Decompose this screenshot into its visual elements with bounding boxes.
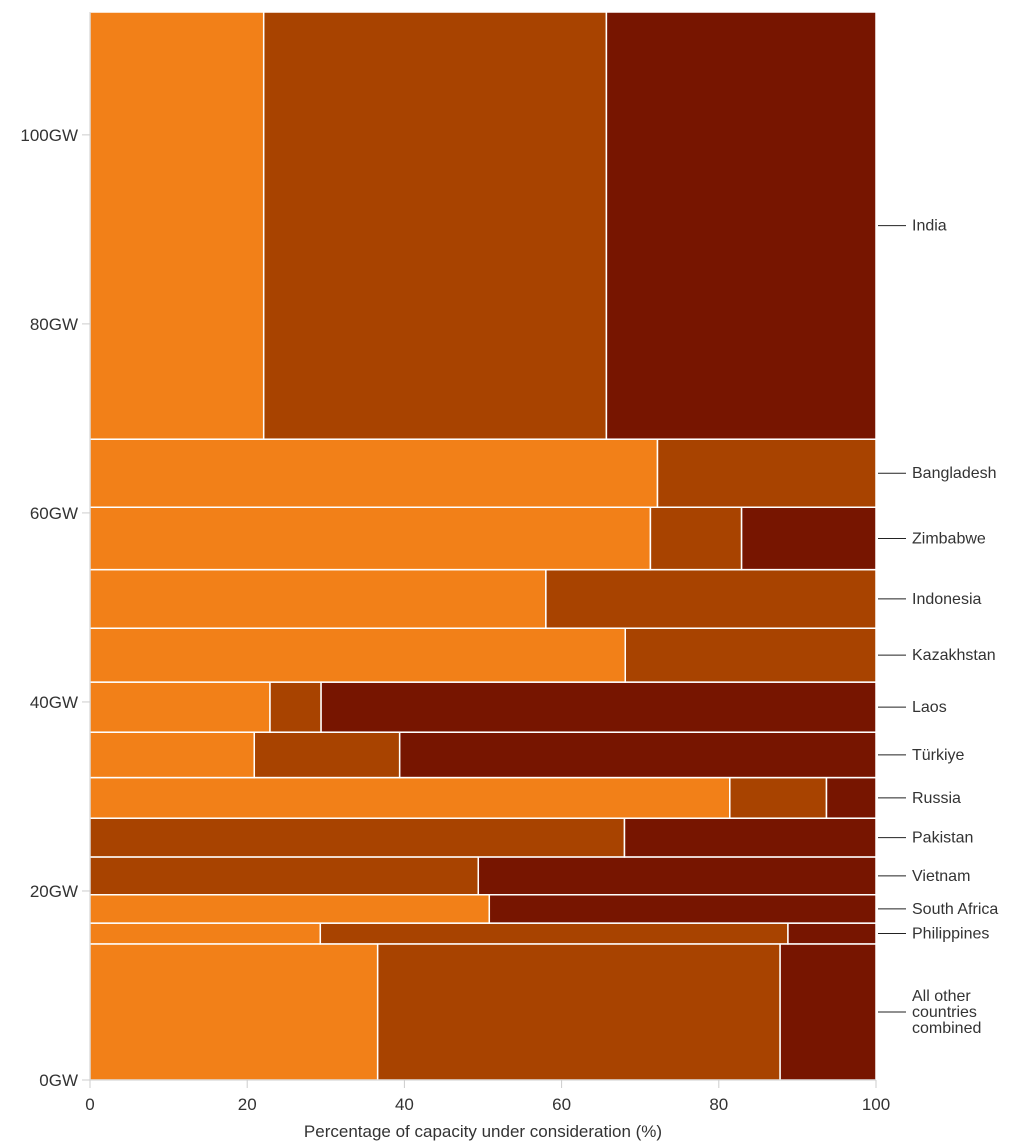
country-label: Bangladesh (912, 465, 997, 482)
bar-segment (545, 568, 877, 629)
country-label-line: Russia (912, 790, 961, 807)
country-label: Russia (912, 790, 961, 807)
bar-segment (89, 568, 547, 629)
y-axis-ticks: 0GW 20GW 40GW 60GW 80GW 100GW (20, 126, 90, 1090)
country-label: Vietnam (912, 868, 970, 885)
bars-group (89, 11, 877, 1081)
x-axis-ticks: 0 20 40 60 80 100 (85, 1080, 890, 1114)
country-label-line: India (912, 218, 947, 235)
country-label: Kazakhstan (912, 647, 996, 664)
bar-segment (89, 856, 480, 896)
country-label: All other countries combined (912, 988, 981, 1037)
y-tick-label: 60GW (30, 504, 78, 523)
country-label-line: countries (912, 1004, 977, 1021)
bar-segment (89, 506, 652, 571)
country-label: Pakistan (912, 830, 973, 847)
country-label-line: Indonesia (912, 591, 981, 608)
country-label: South Africa (912, 901, 998, 918)
country-label: Indonesia (912, 591, 981, 608)
bar-segment (253, 731, 401, 779)
x-tick-label: 80 (709, 1095, 728, 1114)
y-tick-label: 0GW (39, 1071, 78, 1090)
country-label: Türkiye (912, 747, 965, 764)
bar-segment (477, 856, 877, 896)
bar-segment (89, 894, 491, 924)
x-tick-label: 60 (552, 1095, 571, 1114)
y-tick-label: 100GW (20, 126, 78, 145)
bar-segment (779, 943, 877, 1081)
bar-segment (825, 776, 877, 819)
bar-segment (319, 922, 789, 945)
country-label-line: South Africa (912, 901, 998, 918)
bar-segment (89, 817, 626, 858)
y-tick-label: 20GW (30, 882, 78, 901)
bar-segment (269, 681, 322, 733)
bar-segment (740, 506, 877, 571)
country-label-line: Türkiye (912, 747, 965, 764)
bar-segment (89, 922, 322, 945)
bar-segment (488, 894, 877, 924)
country-label-line: All other (912, 988, 971, 1005)
bar-segment (89, 11, 265, 440)
country-label-line: combined (912, 1020, 981, 1037)
bar-segment (89, 731, 256, 779)
country-label: Philippines (912, 926, 989, 943)
country-label-line: Kazakhstan (912, 647, 996, 664)
bar-segment (649, 506, 743, 571)
country-label-line: Zimbabwe (912, 530, 986, 547)
country-label-line: Bangladesh (912, 465, 997, 482)
axes-group (89, 12, 876, 1081)
x-tick-label: 0 (85, 1095, 94, 1114)
country-label: India (912, 218, 947, 235)
bar-segment (320, 681, 877, 733)
x-tick-label: 20 (238, 1095, 257, 1114)
bar-segment (656, 438, 877, 508)
bar-segment (89, 943, 379, 1081)
y-tick-label: 80GW (30, 315, 78, 334)
bar-segment (398, 731, 877, 779)
bar-segment (89, 627, 627, 683)
bar-segment (623, 817, 877, 858)
country-label-line: Vietnam (912, 868, 970, 885)
country-labels: All other countries combined Philippines Sou… (878, 218, 998, 1037)
bar-segment (89, 681, 271, 733)
x-axis-title: Percentage of capacity under considerati… (304, 1122, 662, 1141)
x-tick-label: 40 (395, 1095, 414, 1114)
y-tick-label: 40GW (30, 693, 78, 712)
x-tick-label: 100 (862, 1095, 890, 1114)
country-label: Zimbabwe (912, 530, 986, 547)
bar-segment (89, 776, 731, 819)
bar-segment (605, 11, 877, 440)
bar-segment (729, 776, 828, 819)
bar-segment (262, 11, 608, 440)
country-label-line: Pakistan (912, 830, 973, 847)
bar-segment (624, 627, 877, 683)
country-label-line: Laos (912, 699, 947, 716)
bar-segment (787, 922, 877, 945)
bar-segment (89, 438, 659, 508)
country-label-line: Philippines (912, 926, 989, 943)
country-label: Laos (912, 699, 947, 716)
bar-segment (376, 943, 781, 1081)
